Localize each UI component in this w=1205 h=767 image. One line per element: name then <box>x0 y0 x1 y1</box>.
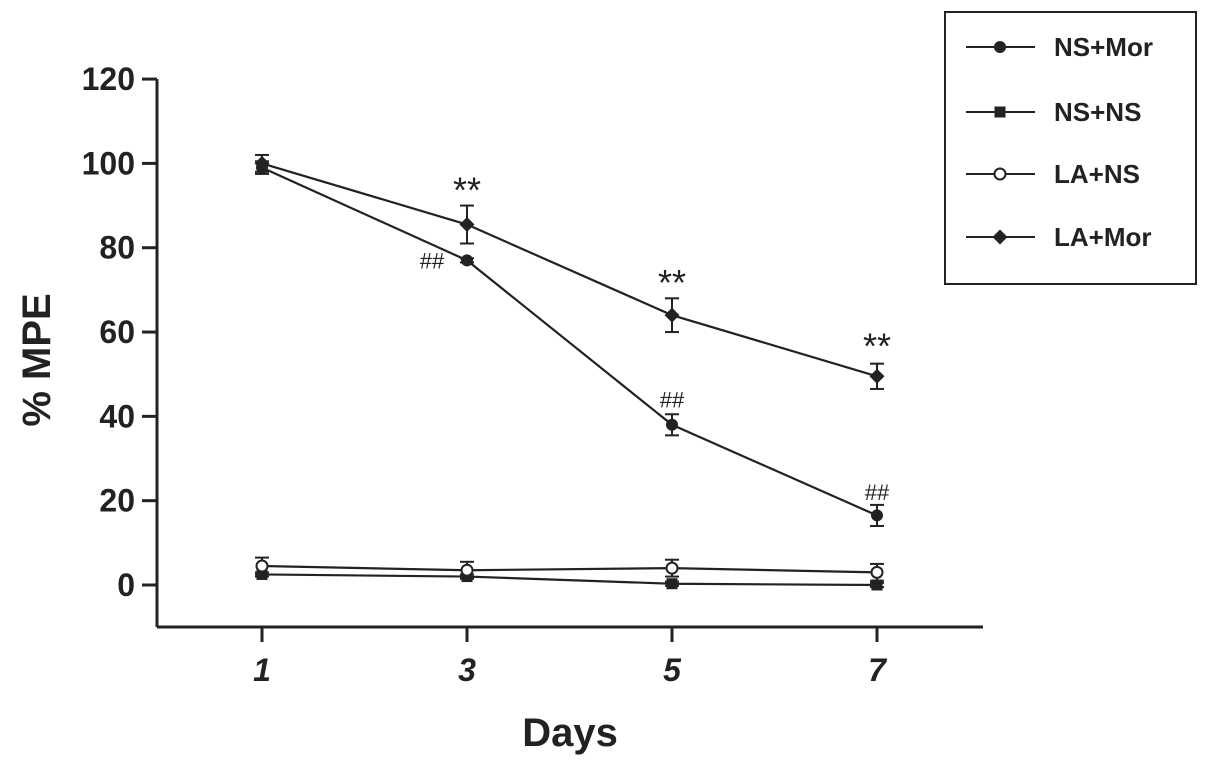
data-point <box>459 217 475 233</box>
x-tick-label: 7 <box>868 652 888 688</box>
annotation: ** <box>863 325 891 366</box>
data-point <box>869 368 885 384</box>
legend-marker <box>992 229 1008 245</box>
annotation: ** <box>658 262 686 303</box>
series-LA+Mor <box>254 153 885 390</box>
data-point <box>254 155 270 171</box>
legend-marker <box>994 106 1006 118</box>
y-tick-label: 100 <box>82 145 135 181</box>
data-point <box>871 579 883 591</box>
y-tick-label: 80 <box>99 230 135 266</box>
series-line <box>261 162 878 378</box>
series-layer <box>254 153 885 591</box>
y-tick-label: 60 <box>99 314 135 350</box>
series-line <box>261 573 878 587</box>
series-line <box>261 166 878 517</box>
legend-marker <box>993 167 1007 181</box>
x-tick-label: 5 <box>663 652 682 688</box>
data-point <box>870 565 884 579</box>
legend-label: LA+Mor <box>1054 222 1152 252</box>
y-tick-label: 40 <box>99 398 135 434</box>
annotations: ** ** ** ## ## ## <box>420 169 891 505</box>
data-point <box>255 559 269 573</box>
legend-marker <box>994 41 1006 53</box>
series-line <box>261 564 878 574</box>
x-tick-label: 1 <box>253 652 271 688</box>
axes: 0 20 40 60 80 100 120 1 3 5 7 Days % MPE <box>15 61 983 755</box>
legend-box <box>944 11 1197 285</box>
data-point <box>664 307 680 323</box>
series-NS+NS <box>255 568 884 591</box>
annotation: ## <box>420 248 445 273</box>
legend-item: NS+Mor <box>966 32 1153 62</box>
data-point <box>665 561 679 575</box>
legend-item: LA+NS <box>966 159 1140 189</box>
annotation: ** <box>453 169 481 210</box>
y-tick-label: 120 <box>82 61 135 97</box>
series-LA+NS <box>255 556 884 582</box>
legend-label: NS+Mor <box>1054 32 1153 62</box>
y-axis-title: % MPE <box>15 293 59 426</box>
y-tick-label: 20 <box>99 483 135 519</box>
annotation: ## <box>660 387 685 412</box>
data-point <box>461 254 473 267</box>
legend: NS+Mor NS+NS LA+NS LA+Mor <box>944 11 1197 285</box>
data-point <box>666 418 678 431</box>
legend-item: NS+NS <box>966 97 1141 127</box>
data-point <box>666 578 678 590</box>
series-NS+Mor <box>255 160 884 527</box>
data-point <box>460 563 474 577</box>
legend-label: LA+NS <box>1054 159 1140 189</box>
annotation: ## <box>865 480 890 505</box>
data-point <box>871 509 883 522</box>
x-axis-title: Days <box>522 711 618 755</box>
legend-item: LA+Mor <box>966 222 1152 252</box>
x-tick-label: 3 <box>458 652 476 688</box>
y-tick-label: 0 <box>117 567 135 603</box>
legend-label: NS+NS <box>1054 97 1141 127</box>
